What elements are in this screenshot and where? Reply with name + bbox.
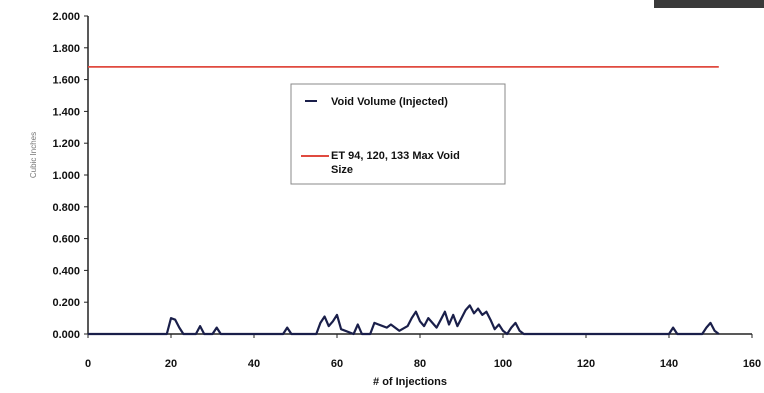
x-tick-label: 60 [331,358,343,370]
legend-max-label-line1: ET 94, 120, 133 Max Void [331,150,460,162]
x-tick-labels: 0 20 40 60 80 100 120 140 160 [85,358,761,370]
legend-max-label-line2: Size [331,164,353,176]
y-tick-label: 1.200 [52,138,80,150]
x-tick-label: 140 [660,358,678,370]
series-void-volume-line [88,304,720,336]
y-tick-label: 0.200 [52,297,80,309]
legend-void-label: Void Volume (Injected) [331,96,448,108]
x-tick-label: 160 [743,358,761,370]
y-tick-label: 2.000 [52,11,80,23]
y-axis-title: Cubic Inches [29,132,38,178]
y-tick-label: 0.000 [52,329,80,341]
legend-box [290,83,506,185]
x-axis-title: # of Injections [373,376,447,388]
y-tick-label: 1.400 [52,106,80,118]
y-tick-label: 0.600 [52,234,80,246]
legend: Void Volume (Injected) ET 94, 120, 133 M… [290,83,506,185]
y-tick-label: 0.800 [52,202,80,214]
header-bar [654,0,764,8]
y-tick-label: 1.000 [52,170,80,182]
x-tick-label: 0 [85,358,91,370]
x-tick-label: 40 [248,358,260,370]
series-layer [88,66,720,336]
y-tick-label: 1.800 [52,43,80,55]
y-tick-label: 0.400 [52,265,80,277]
legend-max-label: ET 94, 120, 133 Max Void Size [331,150,463,176]
x-tick-label: 100 [494,358,512,370]
x-tick-label: 80 [414,358,426,370]
x-tick-label: 120 [577,358,595,370]
y-tick-labels: 0.000 0.200 0.400 0.600 0.800 1.000 1.200 1.400… [52,11,80,341]
x-tick-label: 20 [165,358,177,370]
y-tick-label: 1.600 [52,75,80,87]
